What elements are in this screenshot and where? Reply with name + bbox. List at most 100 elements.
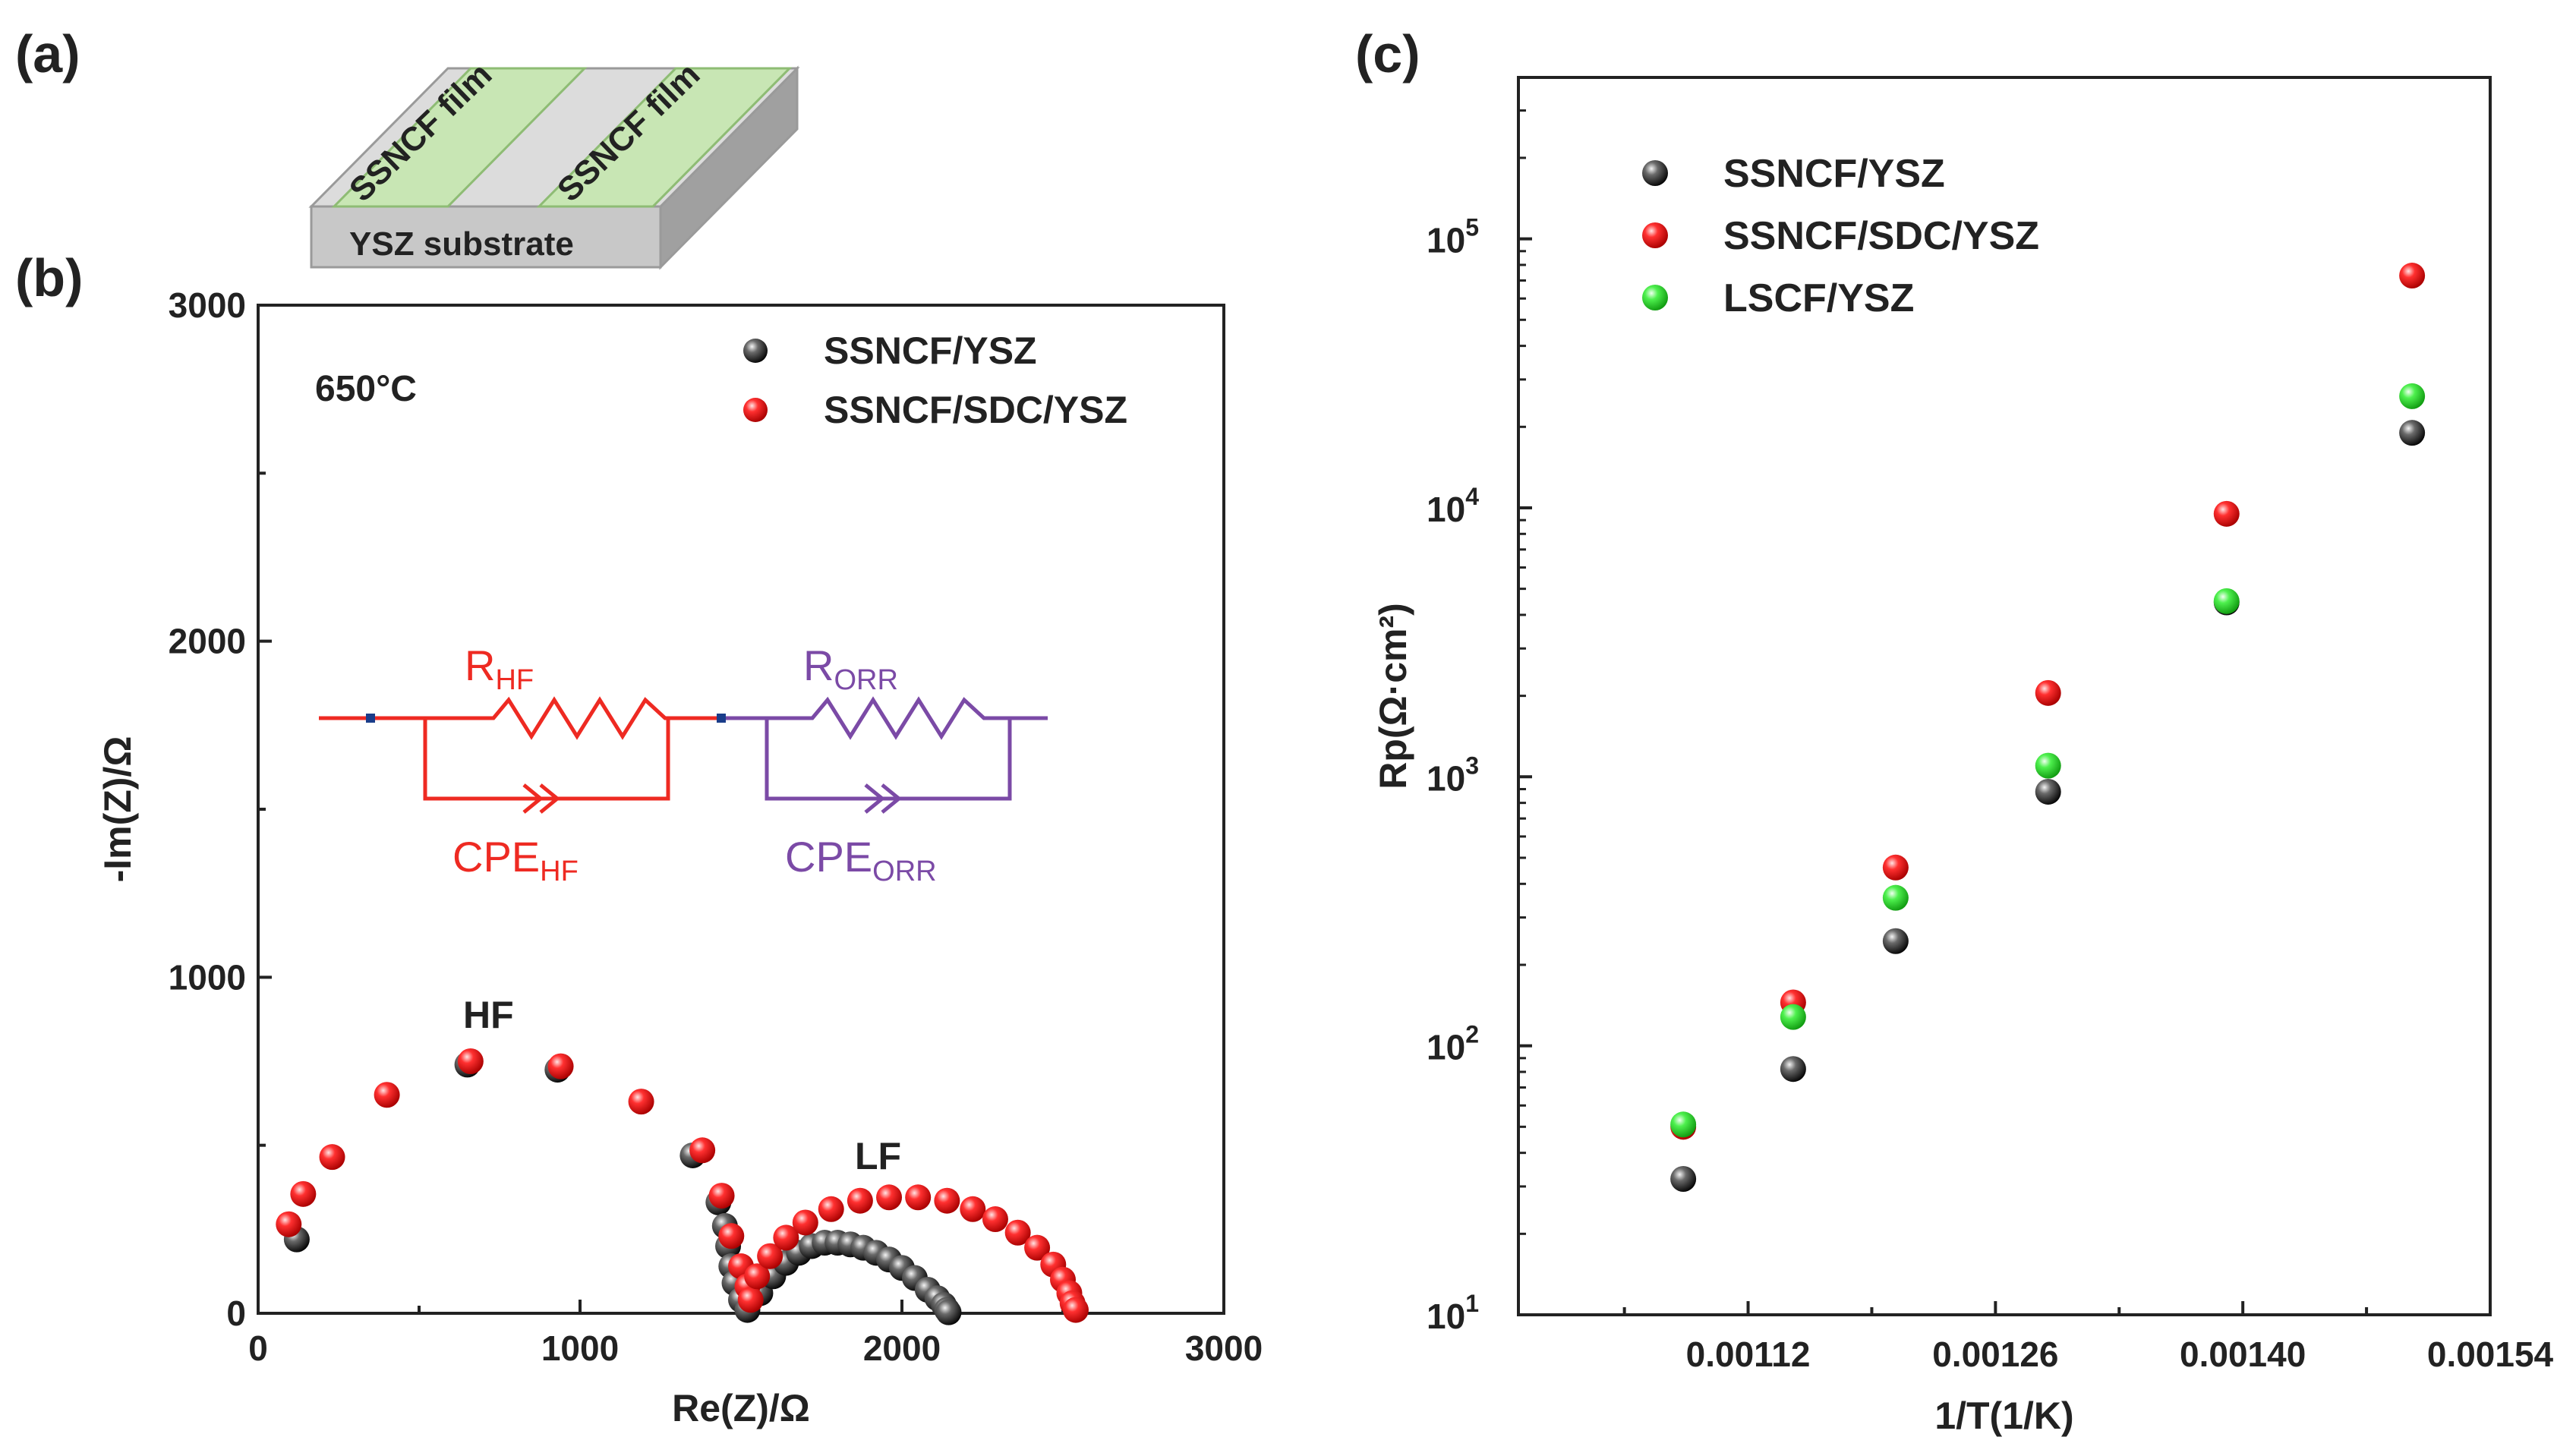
- arrhenius-x-tick-label: 0.00112: [1686, 1335, 1811, 1374]
- arrhenius-x-tick-label: 0.00140: [2180, 1335, 2306, 1374]
- point-ssncf-sdc-ysz: [1024, 1234, 1051, 1261]
- point-ssncf-sdc-ysz: [818, 1196, 844, 1222]
- nyquist-axes: 0 1000 2000 3000 0 1000 2000 3000: [169, 285, 1263, 1368]
- equivalent-circuit: [319, 696, 1048, 814]
- panel-b: (b) 0 1000 2000 3000 0 1000 2000 3000 Re(Z)/Ω -…: [15, 248, 1263, 1429]
- point-ssncf-ysz: [1882, 928, 1909, 954]
- cpe-orr-label: CPEORR: [785, 833, 937, 887]
- legend-marker-ssncf-ysz: [1642, 160, 1668, 186]
- point-ssncf-ysz: [1670, 1166, 1697, 1193]
- point-ssncf-ysz: [2399, 420, 2426, 446]
- r-hf-label: RHF: [465, 641, 534, 696]
- legend-label-ssncf-sdc-ysz: SSNCF/SDC/YSZ: [824, 389, 1127, 431]
- resistor-orr: [767, 696, 1010, 740]
- legend-marker-lscf-ysz: [1642, 285, 1668, 310]
- lf-arc-annotation: LF: [855, 1135, 901, 1177]
- point-ssncf-sdc-ysz: [374, 1082, 400, 1108]
- nyquist-plot-frame: [257, 304, 1225, 1315]
- arrhenius-data-points: [1670, 263, 2426, 1193]
- legend-label-ssncf-sdc-ysz: SSNCF/SDC/YSZ: [1723, 214, 2039, 258]
- point-lscf-ysz: [1780, 1004, 1806, 1030]
- arrhenius-y-tick-label: 104: [1427, 483, 1479, 529]
- film-right: [536, 67, 793, 208]
- point-ssncf-sdc-ysz: [1882, 854, 1909, 881]
- legend-marker-ssncf-sdc-ysz: [743, 398, 768, 422]
- point-ssncf-sdc-ysz: [737, 1287, 764, 1313]
- panel-b-label: (b): [15, 248, 83, 307]
- point-lscf-ysz: [1882, 884, 1909, 911]
- point-ssncf-sdc-ysz: [876, 1184, 903, 1211]
- nyquist-y-tick-label: 1000: [169, 957, 246, 997]
- point-ssncf-sdc-ysz: [2035, 679, 2061, 706]
- hf-arc-annotation: HF: [463, 994, 514, 1036]
- panel-a: (a) SSNCF film SSNCF film YSZ substrate: [15, 24, 800, 270]
- point-ssncf-sdc-ysz: [718, 1223, 745, 1250]
- panel-c: (c) 0.00112 0.00126 0.00140 0.00154 101 102 10…: [1355, 24, 2554, 1437]
- point-ssncf-sdc-ysz: [982, 1206, 1008, 1233]
- point-ssncf-sdc-ysz: [2213, 500, 2240, 527]
- panel-c-label: (c): [1355, 24, 1420, 84]
- point-ssncf-sdc-ysz: [905, 1184, 932, 1211]
- point-ssncf-sdc-ysz: [457, 1048, 484, 1074]
- point-ssncf-ysz: [1780, 1056, 1806, 1083]
- circuit-segment-orr: [717, 696, 1048, 814]
- point-lscf-ysz: [2035, 752, 2061, 779]
- nyquist-y-tick-label: 0: [226, 1294, 246, 1333]
- point-ssncf-sdc-ysz: [708, 1183, 735, 1209]
- point-ssncf-sdc-ysz: [1062, 1297, 1089, 1323]
- cpe-hf-label: CPEHF: [452, 833, 579, 887]
- film-left: [331, 67, 588, 208]
- arrhenius-y-axis-label: Rp(Ω·cm²): [1372, 603, 1414, 789]
- cpe-orr-symbol-a: [864, 783, 885, 814]
- nyquist-y-axis-label: -Im(Z)/Ω: [96, 736, 139, 883]
- arrhenius-y-tick-label: 105: [1427, 214, 1479, 260]
- legend-marker-ssncf-ysz: [743, 339, 768, 363]
- substrate-schematic: SSNCF film SSNCF film YSZ substrate: [308, 56, 800, 270]
- arrhenius-y-tick-label: 103: [1427, 752, 1479, 798]
- legend-label-ssncf-ysz: SSNCF/YSZ: [824, 329, 1037, 372]
- nyquist-x-axis-label: Re(Z)/Ω: [672, 1387, 810, 1429]
- cpe-hf-symbol-b: [539, 783, 560, 814]
- panel-a-label: (a): [15, 24, 80, 84]
- nyquist-data-points: [276, 1048, 1089, 1325]
- arrhenius-x-tick-label: 0.00154: [2427, 1335, 2554, 1374]
- point-ssncf-sdc-ysz: [547, 1053, 574, 1079]
- nyquist-y-tick-label: 2000: [169, 622, 246, 661]
- point-ssncf-ysz: [935, 1299, 962, 1325]
- point-lscf-ysz: [2213, 588, 2240, 614]
- point-ssncf-sdc-ysz: [1004, 1219, 1031, 1246]
- arrhenius-y-tick-label: 101: [1427, 1290, 1479, 1336]
- point-ssncf-sdc-ysz: [290, 1180, 317, 1207]
- legend-label-ssncf-ysz: SSNCF/YSZ: [1723, 152, 1945, 196]
- nyquist-y-tick-label: 3000: [169, 285, 246, 325]
- arrhenius-legend: SSNCF/YSZ SSNCF/SDC/YSZ LSCF/YSZ: [1642, 152, 2039, 320]
- circuit-node-mid: [717, 714, 726, 723]
- circuit-segment-hf: [319, 696, 721, 814]
- legend-marker-ssncf-sdc-ysz: [1642, 222, 1668, 248]
- point-ssncf-sdc-ysz: [319, 1144, 345, 1171]
- nyquist-x-tick-label: 0: [248, 1328, 268, 1368]
- arrhenius-axes: 0.00112 0.00126 0.00140 0.00154 101 102 103 104…: [1427, 109, 2554, 1374]
- point-ssncf-sdc-ysz: [276, 1211, 302, 1237]
- temperature-label: 650°C: [315, 369, 417, 409]
- legend-label-lscf-ysz: LSCF/YSZ: [1723, 276, 1914, 320]
- point-ssncf-sdc-ysz: [628, 1089, 654, 1115]
- point-lscf-ysz: [2399, 383, 2426, 409]
- point-ssncf-ysz: [2035, 778, 2061, 805]
- point-ssncf-sdc-ysz: [757, 1243, 783, 1269]
- resistor-hf: [425, 696, 668, 740]
- arrhenius-plot-frame: [1517, 76, 2492, 1316]
- nyquist-legend: SSNCF/YSZ SSNCF/SDC/YSZ: [743, 329, 1127, 431]
- nyquist-x-tick-label: 2000: [863, 1328, 941, 1368]
- circuit-node-hf-left: [366, 714, 375, 723]
- circuit-wire-hf-loop: [423, 718, 670, 801]
- substrate-label: YSZ substrate: [349, 225, 574, 263]
- circuit-wire-orr-loop: [765, 718, 1012, 801]
- arrhenius-x-tick-label: 0.00126: [1932, 1335, 2058, 1374]
- point-ssncf-sdc-ysz: [934, 1187, 960, 1214]
- point-ssncf-sdc-ysz: [744, 1263, 771, 1290]
- nyquist-x-tick-label: 1000: [541, 1328, 619, 1368]
- arrhenius-y-tick-label: 102: [1427, 1021, 1479, 1067]
- point-ssncf-sdc-ysz: [773, 1224, 799, 1251]
- arrhenius-x-axis-label: 1/T(1/K): [1934, 1395, 2073, 1437]
